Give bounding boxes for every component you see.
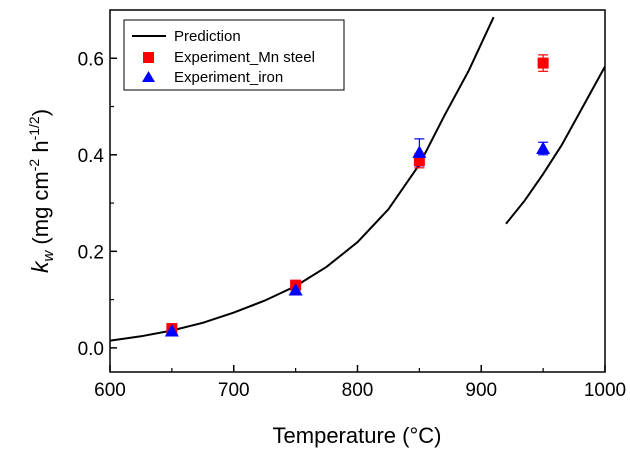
x-tick-label: 600 [94,380,126,401]
mn-steel-point [413,155,425,167]
y-axis-ticks: 0.0 0.2 0.4 0.6 [78,49,117,360]
y-axis-unit-mid: h [28,140,53,158]
error-bars [166,54,549,337]
legend-label-mn-steel: Experiment_Mn steel [174,49,315,66]
data-markers [164,57,551,337]
prediction-curve-2 [505,66,605,225]
y-axis-subscript: w [40,250,57,262]
iron-point [412,145,427,158]
iron-point [288,282,303,296]
legend-label-iron: Experiment_iron [174,69,283,86]
mn-steel-point [537,57,549,69]
y-axis-unit-exp2: -1/2 [26,116,42,140]
y-axis-unit-exp1: -2 [26,159,42,172]
y-tick-label: 0.0 [78,339,104,360]
y-axis-unit-suffix: ) [28,109,53,116]
x-tick-label: 1000 [584,380,626,401]
y-tick-label: 0.4 [78,146,105,167]
y-tick-label: 0.2 [78,242,104,263]
y-axis-unit-prefix: (mg cm [28,171,53,250]
x-tick-label: 900 [465,380,497,401]
y-axis-symbol: k [27,260,53,273]
x-axis-title: Temperature (°C) [273,423,442,448]
legend-box [123,19,345,91]
legend-marker-mn-steel [143,52,154,63]
iron-point [164,323,179,337]
iron-point [536,141,551,155]
y-axis-title: kw (mg cm-2 h-1/2) [26,109,57,273]
y-tick-label: 0.6 [78,49,104,70]
legend-marker-iron [142,71,155,82]
legend: Prediction Experiment_Mn steel Experimen… [123,19,345,91]
legend-label-prediction: Prediction [174,28,241,45]
x-tick-label: 800 [342,380,374,401]
x-tick-label: 700 [218,380,250,401]
x-axis-ticks: 600 700 800 900 1000 [94,365,626,401]
